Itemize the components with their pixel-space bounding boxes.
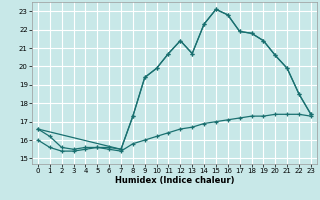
X-axis label: Humidex (Indice chaleur): Humidex (Indice chaleur) xyxy=(115,176,234,185)
